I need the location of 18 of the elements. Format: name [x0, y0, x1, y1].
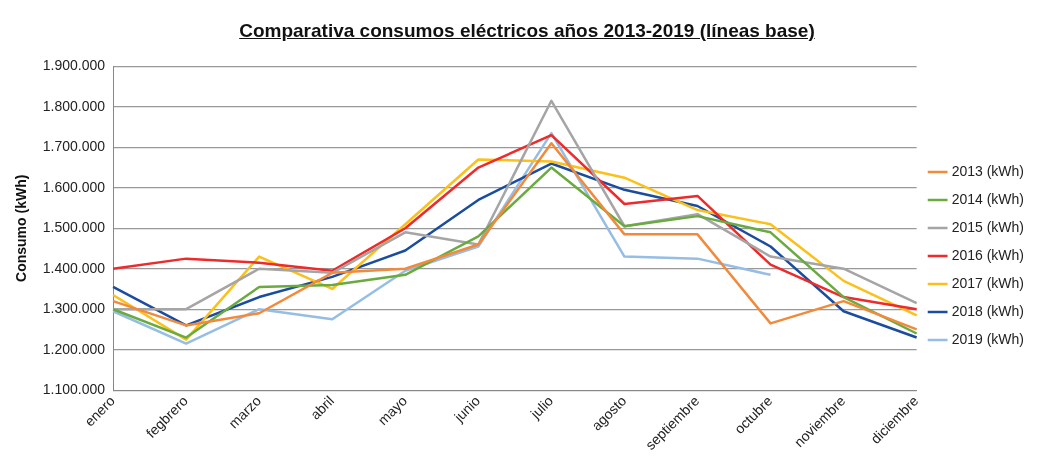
y-tick-label: 1.100.000 [42, 381, 106, 398]
y-tick-label: 1.500.000 [42, 219, 106, 236]
legend-label: 2018 (kWh) [951, 302, 1024, 319]
y-tick-label: 1.900.000 [42, 57, 106, 74]
legend-label: 2017 (kWh) [951, 274, 1024, 291]
legend-label: 2014 (kWh) [951, 190, 1024, 207]
legend-label: 2013 (kWh) [951, 162, 1024, 179]
y-tick-label: 1.600.000 [42, 178, 106, 195]
y-axis-title: Consumo (kWh) [13, 174, 30, 282]
y-tick-label: 1.300.000 [42, 300, 106, 317]
legend-label: 2015 (kWh) [951, 218, 1024, 235]
legend-label: 2016 (kWh) [951, 246, 1024, 263]
chart-title: Comparativa consumos eléctricos años 2013-2019 (líneas base) [238, 20, 816, 42]
legend-label: 2019 (kWh) [951, 330, 1024, 347]
y-tick-label: 1.800.000 [42, 97, 106, 114]
y-tick-label: 1.200.000 [42, 340, 106, 357]
y-tick-label: 1.400.000 [42, 259, 106, 276]
y-tick-label: 1.700.000 [42, 138, 106, 155]
